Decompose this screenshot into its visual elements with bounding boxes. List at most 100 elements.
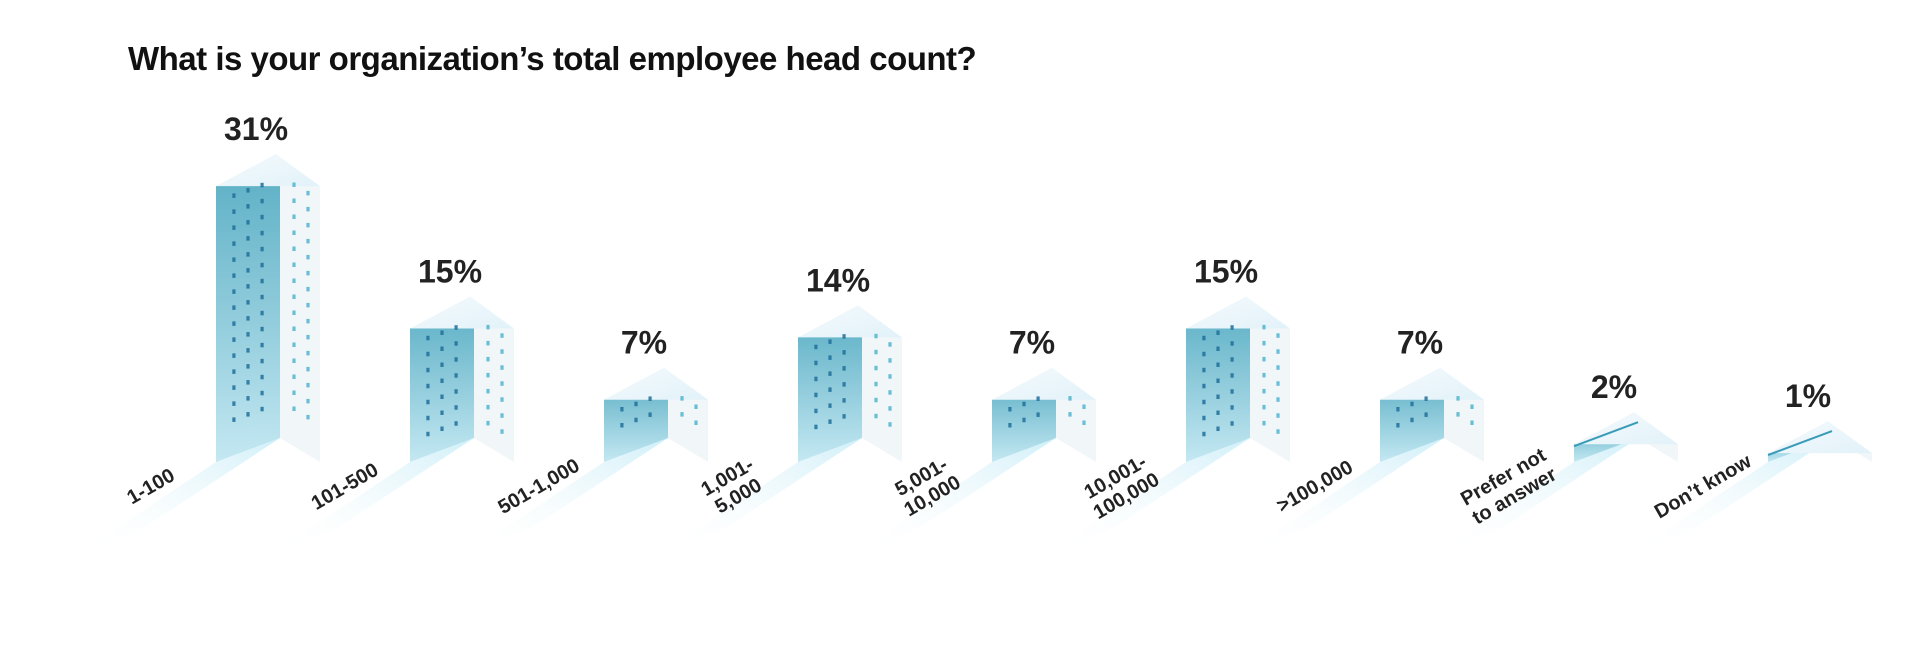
window <box>246 396 250 401</box>
window <box>1276 413 1280 418</box>
window <box>1216 378 1220 383</box>
window <box>426 335 430 341</box>
window <box>500 413 504 418</box>
window <box>306 206 310 212</box>
value-label: 14% <box>806 262 870 298</box>
window <box>1262 356 1266 362</box>
window <box>292 406 296 411</box>
window <box>888 406 892 411</box>
window <box>500 429 504 434</box>
window <box>292 262 296 267</box>
window <box>1396 422 1400 428</box>
window <box>842 414 846 419</box>
bar-7 <box>1245 367 1484 552</box>
window <box>1022 417 1026 423</box>
window <box>246 188 250 193</box>
window <box>292 230 296 235</box>
window <box>292 374 296 379</box>
window <box>260 230 264 236</box>
window <box>1008 406 1012 412</box>
window <box>1036 396 1040 401</box>
window <box>260 214 264 220</box>
window <box>232 257 236 262</box>
window <box>292 342 296 347</box>
window <box>440 410 444 415</box>
window <box>842 398 846 403</box>
window <box>620 422 624 428</box>
bar-4 <box>663 305 902 552</box>
window <box>1202 383 1206 389</box>
bar-front-face <box>1186 304 1250 462</box>
window <box>306 398 310 404</box>
bars-group <box>81 154 1872 552</box>
window <box>694 420 698 425</box>
window <box>246 348 250 353</box>
bar-1 <box>81 154 320 552</box>
window <box>426 367 430 373</box>
window <box>1276 333 1280 338</box>
window <box>1262 340 1266 346</box>
bar-5 <box>857 367 1096 552</box>
window <box>260 198 264 204</box>
window <box>246 412 250 417</box>
window <box>828 355 832 360</box>
bar-shadow <box>81 438 280 552</box>
window <box>1008 422 1012 428</box>
window <box>306 254 310 260</box>
window <box>306 318 310 324</box>
window <box>1230 421 1234 426</box>
window <box>500 397 504 402</box>
window <box>1262 388 1266 394</box>
window <box>426 351 430 357</box>
window <box>1216 410 1220 415</box>
bar-side-face <box>474 304 514 462</box>
window <box>1230 325 1234 330</box>
window <box>828 371 832 376</box>
window <box>246 284 250 289</box>
window <box>440 394 444 399</box>
window <box>486 372 490 378</box>
window <box>292 214 296 219</box>
window <box>1022 401 1026 407</box>
window <box>440 346 444 351</box>
window <box>1230 373 1234 378</box>
window <box>246 332 250 337</box>
window <box>440 426 444 431</box>
bar-roof <box>1186 296 1290 329</box>
window <box>1036 412 1040 417</box>
value-label: 15% <box>1194 254 1258 290</box>
window <box>306 382 310 388</box>
window <box>306 334 310 340</box>
value-label: 7% <box>1009 325 1055 361</box>
window <box>426 415 430 421</box>
window <box>814 344 818 350</box>
window <box>1276 429 1280 434</box>
window <box>454 325 458 330</box>
bar-8 <box>1439 412 1678 552</box>
window <box>1230 357 1234 362</box>
window <box>260 374 264 380</box>
window <box>634 401 638 407</box>
window <box>260 182 264 188</box>
window <box>1410 417 1414 423</box>
window <box>814 408 818 414</box>
window <box>1424 396 1428 401</box>
window <box>306 286 310 292</box>
window <box>260 326 264 332</box>
window <box>842 334 846 339</box>
window <box>260 342 264 348</box>
bar-roof <box>798 305 902 338</box>
window <box>232 337 236 342</box>
window <box>306 414 310 420</box>
window <box>292 182 296 187</box>
window <box>1068 412 1072 417</box>
window <box>694 404 698 409</box>
window <box>232 225 236 230</box>
window <box>454 421 458 426</box>
window <box>306 350 310 356</box>
window <box>842 382 846 387</box>
value-label: 31% <box>224 111 288 147</box>
window <box>828 419 832 424</box>
window <box>842 350 846 355</box>
window <box>1202 367 1206 373</box>
